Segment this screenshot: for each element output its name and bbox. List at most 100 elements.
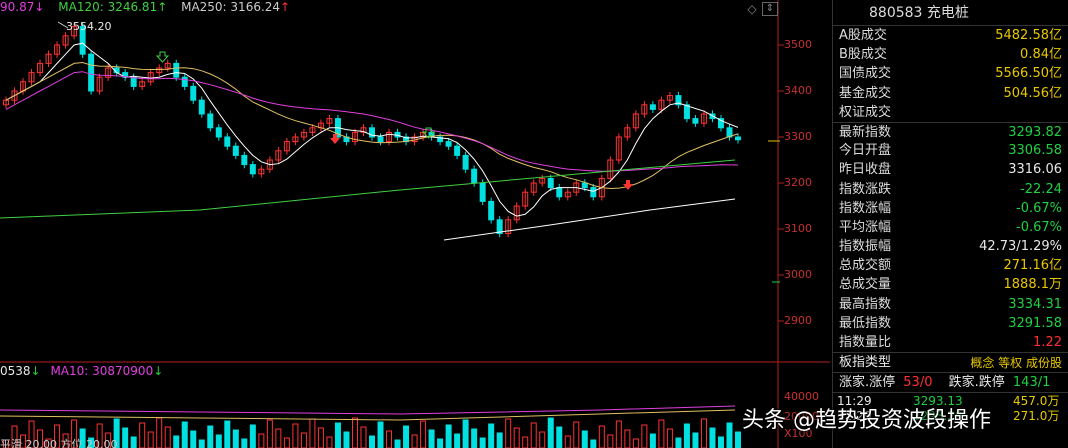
stat-label: B股成交 — [839, 47, 887, 63]
candle-body — [700, 113, 707, 124]
stat-row: B股成交 0.84亿 — [833, 45, 1068, 64]
volume-bar — [28, 420, 35, 448]
vol-axis-tick-20000: 20000 — [784, 410, 819, 423]
candle-body — [62, 35, 69, 46]
candle-body — [590, 187, 597, 198]
candle-body — [479, 182, 486, 202]
candle-body — [300, 131, 307, 138]
candle-body — [547, 177, 554, 189]
candle-body — [326, 118, 333, 124]
volume-legend: 0538↓ MA10: 30870900↓ — [0, 364, 163, 380]
candle-body — [28, 72, 35, 83]
volume-bar — [462, 419, 469, 448]
ma60-line — [5, 71, 739, 172]
index-type-label: 板指类型 — [839, 355, 892, 371]
volume-bar — [351, 417, 358, 448]
advance-decline-row: 涨家.涨停 53/0 跌家.跌停 143/1 — [833, 372, 1068, 392]
tick-row: 11:29 3293.13 457.0万 — [833, 392, 1068, 408]
stat-value: -0.67% — [1016, 219, 1062, 235]
index-type-tags[interactable]: 概念 等权 成份股 — [970, 356, 1062, 371]
stat-label: 指数量比 — [839, 335, 892, 350]
candle-body — [377, 136, 384, 143]
volume-bar — [190, 430, 197, 448]
candle-body — [351, 131, 358, 143]
kline-chart-svg[interactable] — [0, 0, 830, 448]
volume-bar — [54, 424, 61, 448]
kline-chart-area[interactable]: 90.87↓ MA120: 3246.81↑ MA250: 3166.24↑ ◇… — [0, 0, 830, 448]
yaxis-tick-3400: 3400 — [784, 84, 812, 97]
tick-row: 11:29 3293.29 271.0万 — [833, 408, 1068, 424]
volume-bar — [173, 435, 180, 448]
stat-row: A股成交 5482.58亿 — [833, 26, 1068, 45]
diamond-icon[interactable]: ◇ — [747, 2, 757, 16]
yaxis-tick-3100: 3100 — [784, 222, 812, 235]
vol-ma10-value: MA10: 30870900 — [50, 364, 154, 378]
stat-value: 3334.31 — [1008, 296, 1062, 312]
candle-body — [190, 85, 197, 101]
stat-row: 最低指数 3291.58 — [833, 314, 1068, 333]
volume-bar — [598, 425, 605, 448]
stat-row: 总成交额 271.16亿 — [833, 256, 1068, 275]
volume-bar — [675, 437, 682, 448]
candle-body — [496, 219, 503, 235]
yaxis-tick-3500: 3500 — [784, 38, 812, 51]
vol-ma5-line — [0, 409, 736, 421]
candle-body — [309, 127, 316, 133]
volume-bar — [471, 428, 478, 448]
tick-volume: 271.0万 — [1013, 409, 1060, 424]
volume-bar — [369, 435, 375, 448]
yaxis-tick-3200: 3200 — [784, 176, 812, 189]
candle-body — [530, 182, 537, 193]
candle-body — [241, 154, 248, 166]
high-annotation-pointer — [57, 21, 69, 29]
candle-body — [505, 219, 512, 235]
tick-time: 11:29 — [837, 394, 872, 409]
volume-bar — [403, 425, 410, 448]
sell-signal-icon — [421, 127, 436, 139]
vol-head-value: 0538 — [0, 364, 31, 378]
candle-body — [615, 136, 622, 161]
stat-label: 权证成交 — [839, 104, 892, 120]
candle-body — [181, 76, 188, 87]
candle-body — [624, 127, 631, 138]
stat-label: 指数涨跌 — [839, 181, 892, 197]
stat-value: 0.84亿 — [1020, 47, 1062, 63]
candle-body — [454, 145, 461, 156]
candle-body — [462, 154, 469, 170]
volume-bar — [386, 430, 393, 448]
volume-bar — [181, 421, 188, 448]
volume-bar — [632, 438, 639, 448]
candle-body — [45, 53, 52, 64]
volume-bar — [454, 433, 461, 448]
candle-body — [666, 95, 673, 101]
stat-value: 3291.58 — [1008, 315, 1062, 331]
candle-body — [79, 26, 86, 55]
candle-body — [130, 76, 137, 87]
stat-row: 最新指数 3293.82 — [833, 121, 1068, 141]
window-toggle-icon[interactable]: ⇕ — [762, 2, 778, 16]
candle-body — [632, 113, 639, 129]
volume-bar — [283, 437, 290, 448]
volume-bar — [726, 422, 733, 448]
volume-bar — [437, 438, 444, 448]
ma250-line — [443, 198, 736, 241]
volume-bar — [232, 429, 239, 448]
volume-bar — [224, 420, 231, 448]
volume-bar — [556, 426, 563, 448]
candle-body — [198, 99, 205, 115]
candle-body — [156, 67, 163, 74]
volume-bar — [198, 439, 205, 448]
buy-signal-icon — [623, 180, 633, 190]
stat-value: 3316.06 — [1008, 162, 1062, 178]
stat-row: 指数振幅 42.73/1.29% — [833, 237, 1068, 256]
volume-bar — [488, 423, 495, 448]
volume-bar — [445, 424, 452, 448]
volume-bar — [156, 417, 163, 448]
volume-bar — [207, 425, 214, 448]
candle-body — [147, 72, 154, 83]
watermark: 头条 @趋势投资波段操作 — [742, 408, 991, 433]
stat-value: 504.56亿 — [1003, 85, 1063, 101]
candle-body — [522, 191, 529, 207]
volume-bar — [377, 421, 384, 448]
stat-row: 最高指数 3334.31 — [833, 295, 1068, 314]
